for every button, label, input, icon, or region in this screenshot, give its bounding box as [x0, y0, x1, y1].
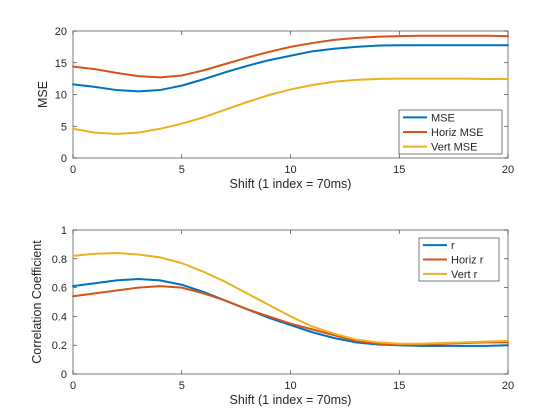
- chart-panel-2: 0 5 10 15 20 0 0.2 0.4 0.6 0.8 1 Shift (1 index = 7…: [30, 225, 514, 407]
- x-tick-label: 20: [502, 164, 514, 176]
- x-tick-label: 0: [70, 380, 76, 392]
- y-tick-label: 5: [61, 121, 67, 133]
- legend-label: Horiz r: [451, 255, 484, 267]
- series-line-3: [72, 77, 509, 135]
- y-tick-label: 1: [61, 225, 67, 237]
- x-axis-label: Shift (1 index = 70ms): [230, 177, 352, 191]
- y-tick-label: 0.4: [52, 311, 67, 323]
- series-line-1: [72, 44, 509, 93]
- legend-label: MSE: [431, 112, 455, 124]
- legend: r Horiz r Vert r: [418, 237, 500, 282]
- legend-label: Vert r: [451, 269, 478, 281]
- y-tick-label: 15: [55, 58, 67, 70]
- x-tick-label: 15: [393, 164, 405, 176]
- x-tick-label: 20: [502, 380, 514, 392]
- series-line-2: [72, 34, 509, 79]
- chart-panel-1: 0 5 10 15 20 0 5 10 15 20 Shift (1 index = 70ms) MS…: [36, 26, 514, 191]
- y-tick-label: 10: [55, 90, 67, 102]
- y-axis-label: MSE: [36, 81, 50, 108]
- x-tick-label: 10: [284, 380, 296, 392]
- x-tick-label: 0: [70, 164, 76, 176]
- y-tick-label: 0: [61, 369, 67, 381]
- legend-label: r: [451, 240, 455, 252]
- x-tick-label: 5: [179, 380, 185, 392]
- y-tick-label: 0.6: [52, 283, 67, 295]
- x-axis-label: Shift (1 index = 70ms): [230, 393, 352, 407]
- legend-label: Horiz MSE: [431, 127, 484, 139]
- legend: MSE Horiz MSE Vert MSE: [398, 109, 503, 155]
- y-tick-label: 0.8: [52, 254, 67, 266]
- legend-label: Vert MSE: [431, 142, 477, 154]
- series-line-3: [72, 252, 509, 345]
- y-axis-label: Correlation Coefficient: [30, 240, 44, 364]
- x-tick-label: 15: [393, 380, 405, 392]
- y-tick-label: 0.2: [52, 340, 67, 352]
- y-tick-label: 0: [61, 153, 67, 165]
- x-tick-label: 10: [284, 164, 296, 176]
- series-line-1: [72, 277, 509, 347]
- y-tick-label: 20: [55, 26, 67, 38]
- x-tick-label: 5: [179, 164, 185, 176]
